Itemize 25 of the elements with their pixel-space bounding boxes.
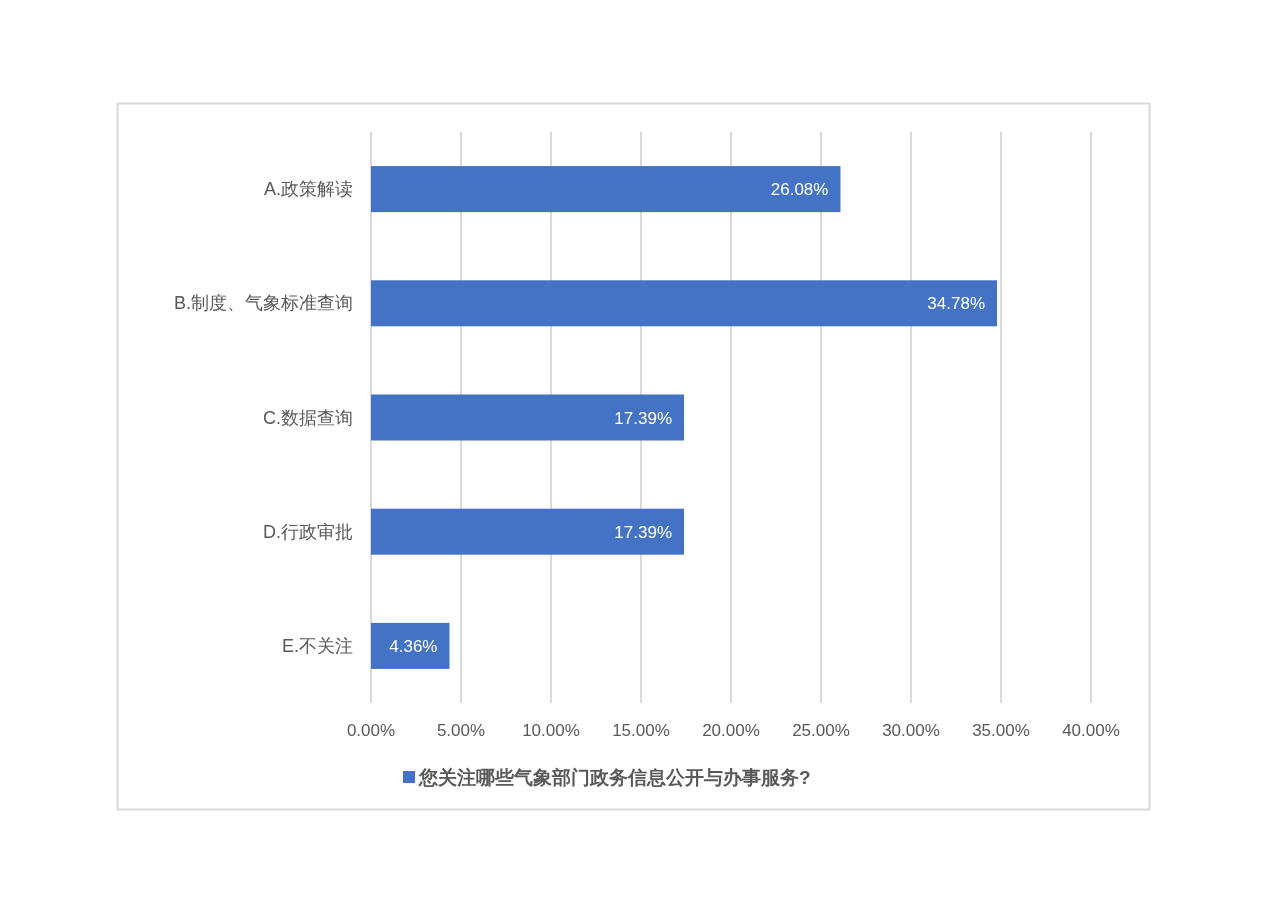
x-tick-label: 35.00%	[972, 721, 1030, 740]
data-label: 26.08%	[770, 180, 829, 200]
data-label: 34.78%	[927, 294, 986, 314]
x-tick-label: 40.00%	[1062, 721, 1120, 740]
bar	[371, 622, 450, 669]
x-tick-label: 5.00%	[436, 721, 486, 740]
data-label: 17.39%	[614, 408, 673, 428]
bar	[371, 508, 685, 555]
y-tick-label: B.制度、气象标准查询	[173, 293, 353, 314]
y-tick-label: A.政策解读	[263, 179, 353, 200]
x-tick-label: 10.00%	[522, 721, 580, 740]
y-tick-label: C.数据查询	[263, 407, 353, 428]
bar	[371, 280, 998, 327]
x-tick-label: 20.00%	[702, 721, 760, 740]
x-tick-label: 0.00%	[346, 721, 396, 740]
x-tick-label: 30.00%	[882, 721, 940, 740]
data-label: 4.36%	[389, 636, 438, 656]
legend: 您关注哪些气象部门政务信息公开与办事服务?	[403, 767, 811, 788]
y-tick-label: D.行政审批	[263, 521, 353, 542]
x-tick-label: 15.00%	[612, 721, 670, 740]
data-label: 17.39%	[614, 522, 673, 542]
x-tick-label: 25.00%	[792, 721, 850, 740]
y-tick-label: E.不关注	[281, 635, 353, 656]
bar	[371, 394, 685, 441]
bar	[371, 166, 841, 213]
